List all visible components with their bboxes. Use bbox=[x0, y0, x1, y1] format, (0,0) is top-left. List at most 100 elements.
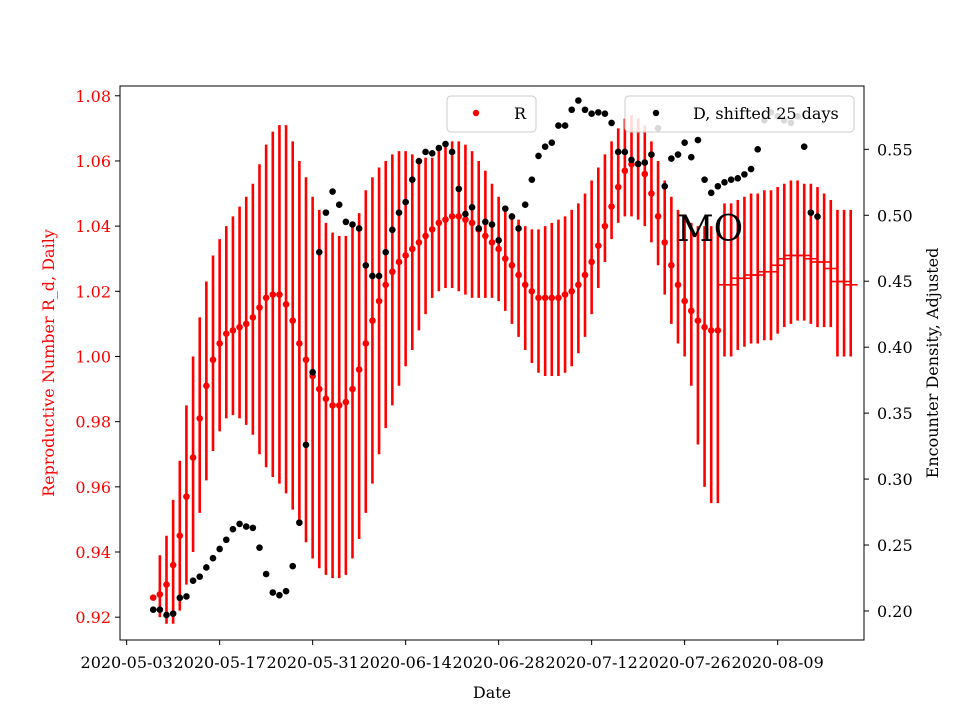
d-point bbox=[216, 545, 223, 553]
r-point bbox=[269, 291, 277, 298]
d-point bbox=[269, 589, 277, 596]
r-point bbox=[588, 258, 595, 266]
d-point bbox=[302, 441, 310, 449]
d-point bbox=[701, 176, 708, 183]
x-tick-label: 2020-05-31 bbox=[267, 653, 359, 672]
r-series-layer bbox=[149, 115, 858, 624]
r-point bbox=[687, 307, 695, 315]
r-point bbox=[156, 591, 164, 598]
r-point bbox=[276, 291, 283, 298]
d-point bbox=[608, 119, 615, 127]
r-point bbox=[408, 245, 416, 253]
legend-d-box bbox=[624, 95, 855, 133]
d-point bbox=[581, 106, 589, 114]
y-left-tick-label: 1.08 bbox=[75, 87, 111, 106]
y-left-tick-label: 0.98 bbox=[75, 413, 111, 432]
legend-r[interactable]: R bbox=[446, 95, 537, 133]
r-point bbox=[462, 216, 469, 223]
r-point bbox=[189, 454, 197, 461]
d-point bbox=[415, 157, 423, 165]
r-point bbox=[581, 271, 589, 279]
y-right-tick-label: 0.35 bbox=[877, 404, 913, 423]
y-right-tick-label: 0.55 bbox=[877, 140, 913, 159]
d-point bbox=[442, 140, 449, 148]
d-point bbox=[389, 226, 396, 234]
d-point bbox=[721, 178, 728, 186]
y-left-tick-label: 0.94 bbox=[75, 543, 111, 562]
d-point bbox=[814, 213, 821, 220]
d-point bbox=[329, 188, 336, 195]
d-point bbox=[276, 591, 283, 599]
d-point bbox=[382, 248, 390, 256]
r-point bbox=[335, 402, 343, 409]
legend-d[interactable]: D, shifted 25 days bbox=[624, 95, 855, 133]
d-point bbox=[315, 248, 323, 256]
d-point bbox=[741, 171, 748, 178]
d-point bbox=[156, 606, 164, 613]
x-axis-label: Date bbox=[473, 683, 511, 702]
r-point bbox=[508, 261, 516, 269]
y-right-tick-label: 0.50 bbox=[877, 206, 913, 225]
d-point bbox=[402, 198, 409, 206]
r-point bbox=[482, 232, 489, 240]
d-point bbox=[296, 519, 303, 526]
d-point bbox=[289, 562, 297, 570]
d-point bbox=[229, 525, 237, 533]
r-point bbox=[541, 294, 549, 302]
d-point bbox=[747, 165, 755, 173]
x-tick-label: 2020-07-12 bbox=[546, 653, 638, 672]
d-point bbox=[482, 218, 489, 226]
d-point bbox=[369, 272, 376, 280]
d-point bbox=[242, 523, 250, 530]
d-point bbox=[262, 570, 270, 578]
y-left-tick-label: 1.02 bbox=[75, 282, 111, 301]
y-axis-left-label: Reproductive Number R_d, Daily bbox=[39, 229, 58, 497]
y-right-tick-label: 0.25 bbox=[877, 536, 913, 555]
x-tick-label: 2020-05-03 bbox=[81, 653, 173, 672]
r-point bbox=[561, 291, 569, 298]
r-point bbox=[183, 493, 190, 500]
r-point bbox=[648, 190, 655, 197]
d-point bbox=[501, 205, 509, 212]
r-point bbox=[488, 239, 496, 246]
r-point bbox=[501, 255, 509, 263]
r-point bbox=[229, 327, 237, 334]
d-point bbox=[621, 148, 629, 156]
d-point bbox=[196, 573, 204, 580]
d-point bbox=[395, 209, 403, 216]
d-point bbox=[222, 536, 230, 544]
d-point bbox=[634, 160, 642, 168]
r-point bbox=[495, 245, 502, 253]
d-point bbox=[727, 176, 735, 183]
d-point bbox=[681, 139, 688, 147]
r-point bbox=[707, 327, 715, 334]
d-point bbox=[309, 368, 316, 376]
x-tick-label: 2020-06-14 bbox=[360, 653, 452, 672]
d-point bbox=[641, 159, 649, 166]
d-point bbox=[734, 175, 742, 182]
r-point bbox=[149, 594, 157, 601]
d-point bbox=[189, 577, 197, 584]
r-point bbox=[203, 382, 210, 390]
d-point bbox=[628, 156, 635, 164]
d-point bbox=[541, 143, 549, 150]
r-point bbox=[415, 239, 423, 246]
r-point bbox=[282, 301, 290, 308]
r-point bbox=[654, 213, 662, 220]
r-point bbox=[435, 219, 443, 227]
y-axis-right-label: Encounter Density, Adjusted bbox=[923, 248, 942, 479]
x-axis: 2020-05-03 2020-05-17 2020-05-31 2020-06-14… bbox=[81, 640, 824, 672]
d-point bbox=[349, 221, 356, 228]
d-point bbox=[508, 213, 516, 220]
r-point bbox=[422, 232, 429, 240]
d-point bbox=[575, 97, 582, 104]
d-point bbox=[548, 139, 556, 147]
r-point bbox=[535, 294, 542, 302]
legend-r-box bbox=[446, 95, 537, 133]
r-point bbox=[621, 167, 629, 175]
r-point bbox=[455, 213, 463, 220]
r-point bbox=[236, 323, 243, 331]
d-point bbox=[614, 148, 622, 156]
d-point bbox=[800, 143, 808, 150]
